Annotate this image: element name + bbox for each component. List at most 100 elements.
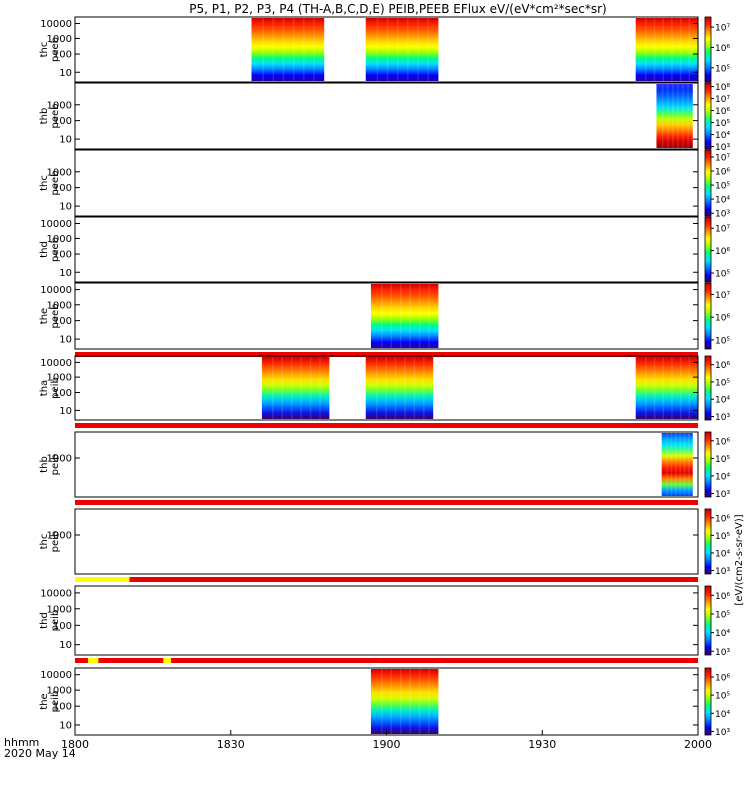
x-axis-label-date: 2020 May 14 <box>4 747 76 760</box>
spectrogram-streak <box>671 357 673 419</box>
y-tick-label: 1000 <box>47 167 72 178</box>
y-tick-label: 100 <box>53 183 72 194</box>
colorbar-tick-label: 10⁵ <box>715 119 730 129</box>
quality-flag-bar <box>75 500 698 505</box>
panel-thd-peib: thd peib 10000 1000 100 10 10⁶ 10⁵ 10⁴ 10³ <box>39 585 730 663</box>
y-tick-label: 10 <box>59 268 72 279</box>
spectrogram-streak <box>272 18 275 81</box>
spectrogram-streak <box>319 357 321 419</box>
spectrogram-block <box>365 18 439 81</box>
colorbar-tick-label: 10⁵ <box>715 378 730 388</box>
colorbar-tick-label: 10³ <box>715 210 730 220</box>
y-tick-label: 10000 <box>40 588 72 599</box>
y-tick-label: 10 <box>59 720 72 731</box>
spectrogram-streak <box>428 284 430 348</box>
colorbar-tick-label: 10⁷ <box>715 154 730 164</box>
spectrogram-streak <box>409 284 411 348</box>
spectrogram-streak <box>376 18 379 81</box>
panel-frame <box>74 16 699 83</box>
colorbar-tick-label: 10⁶ <box>715 107 730 117</box>
colorbar-tick-label: 10⁵ <box>715 692 730 702</box>
panel-product-label: peeb <box>50 37 61 62</box>
colorbar-tick-label: 10⁴ <box>715 549 730 559</box>
y-tick-label: 1000 <box>47 604 72 615</box>
panel-product-label: peeb <box>50 171 61 196</box>
panel-the-peeb: the peeb 10000 1000 100 10 10⁷ 10⁶ 10⁵ <box>39 282 730 357</box>
spectrogram-streak <box>396 18 399 81</box>
spectrogram-block <box>365 357 434 419</box>
quality-flag-bar <box>129 577 698 582</box>
spectrogram-streak <box>645 18 647 81</box>
y-tick-label: 1000 <box>47 454 72 465</box>
quality-flag-bar <box>75 577 130 582</box>
spectrogram-streak <box>666 433 668 496</box>
spectrogram-streak <box>671 18 673 81</box>
colorbar-tick-label: 10³ <box>715 143 730 153</box>
colorbar-tick-label: 10⁴ <box>715 396 730 406</box>
colorbar-tick-label: 10³ <box>715 728 730 738</box>
x-tick-label: 2000 <box>684 738 712 751</box>
colorbar-tick-label: 10⁶ <box>715 437 730 447</box>
spectrogram-streak <box>300 357 302 419</box>
y-tick-label: 10 <box>59 406 72 417</box>
panel-product-label: peeb <box>50 237 61 262</box>
colorbar <box>704 82 712 150</box>
colorbar-tick-label: 10⁶ <box>715 674 730 684</box>
spectrogram-streak <box>413 357 416 419</box>
y-tick-label: 1000 <box>47 531 72 542</box>
spectrogram-streak <box>679 18 682 81</box>
y-tick-label: 1000 <box>47 686 72 697</box>
y-tick-label: 10 <box>59 68 72 79</box>
panel-frame <box>74 282 699 350</box>
spectrogram-streak <box>394 357 397 419</box>
colorbar-tick-label: 10⁴ <box>715 131 730 141</box>
colorbar-tick-label: 10⁶ <box>715 44 730 54</box>
panel-frame <box>74 508 699 575</box>
colorbar-unit-label: [eV/(cm2-s-sr-eV)] <box>734 514 745 605</box>
colorbar-tick-label: 10⁵ <box>715 270 730 280</box>
colorbar-tick-label: 10³ <box>715 567 730 577</box>
spectrogram-block <box>661 433 693 496</box>
colorbar <box>704 282 712 350</box>
spectrogram-streak <box>645 357 647 419</box>
panel-probe-label: thc <box>39 175 50 191</box>
spectrogram-block <box>370 284 439 348</box>
panel-probe-label: thd <box>39 241 50 258</box>
spectrogram-streak <box>262 18 264 81</box>
panel-thc-peeb: thc peeb 10000 1000 100 10 10⁷ 10⁶ 10⁵ <box>39 16 730 83</box>
y-tick-label: 10 <box>59 640 72 651</box>
colorbar-tick-label: 10⁴ <box>715 710 730 720</box>
spectrogram-streak <box>390 284 392 348</box>
quality-flag-bar <box>75 658 698 663</box>
colorbar-tick-label: 10⁴ <box>715 472 730 482</box>
quality-flag-bar <box>75 423 698 428</box>
spectrogram-streak <box>390 669 392 734</box>
panel-product-label: peib <box>50 610 61 632</box>
quality-flag-bar <box>163 658 172 663</box>
y-tick-label: 1000 <box>47 234 72 245</box>
spectrogram-streak <box>399 669 402 734</box>
spectrogram-streak <box>653 18 656 81</box>
spectrogram-streak <box>313 18 315 81</box>
spectrogram-streak <box>381 669 383 734</box>
spectrogram-streak <box>417 18 419 81</box>
spectrogram-streak <box>386 18 389 81</box>
colorbar-tick-label: 10⁵ <box>715 182 730 192</box>
colorbar-tick-label: 10⁷ <box>715 24 730 34</box>
colorbar-tick-label: 10⁴ <box>715 629 730 639</box>
spectrogram-streak <box>677 84 679 148</box>
spectrogram-streak <box>418 669 421 734</box>
colorbar <box>704 216 712 283</box>
colorbar-tick-label: 10⁶ <box>715 514 730 524</box>
y-tick-label: 1000 <box>47 100 72 111</box>
panel-product-label: peeb <box>50 304 61 329</box>
spectrogram-streak <box>303 18 305 81</box>
x-tick-label: 1830 <box>217 738 245 751</box>
y-tick-label: 100 <box>53 702 72 713</box>
spectrogram-streak <box>290 357 293 419</box>
panel-tha-peib: tha peib 10000 1000 100 10 10⁶ 10⁵ 10⁴ 10³ <box>39 355 730 428</box>
